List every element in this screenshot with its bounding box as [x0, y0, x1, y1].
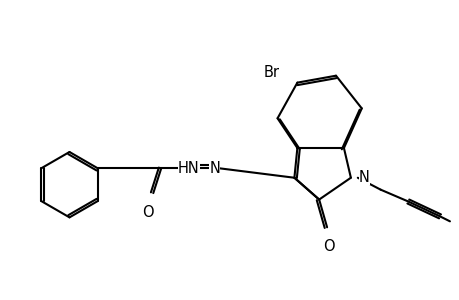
- Text: O: O: [142, 205, 154, 220]
- Text: N: N: [209, 161, 220, 176]
- Text: Br: Br: [263, 65, 279, 80]
- Text: HN: HN: [178, 161, 199, 176]
- Text: O: O: [323, 239, 334, 254]
- Text: N: N: [358, 170, 369, 185]
